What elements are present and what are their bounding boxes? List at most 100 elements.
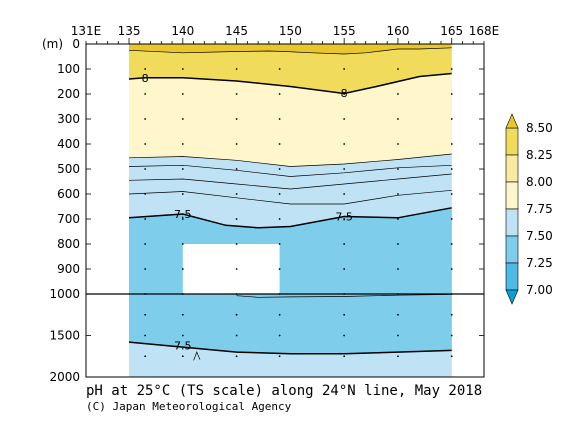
contour-label: 7.5 <box>174 208 192 221</box>
station-dot <box>397 168 399 170</box>
y-tick-label: 2000 <box>49 370 80 384</box>
station-dot <box>450 143 453 145</box>
station-dot <box>144 218 147 220</box>
x-tick-label: 168E <box>469 24 500 38</box>
colorbar-segment <box>505 154 519 183</box>
fill-band-2 <box>129 73 452 167</box>
colorbar-segment <box>505 208 519 237</box>
color-fill-layer <box>129 44 452 377</box>
colorbar-label: 7.75 <box>526 202 553 216</box>
contour-line-7.9-2 <box>128 153 452 167</box>
station-dot <box>450 243 453 245</box>
station-dot <box>181 268 184 270</box>
station-dot <box>144 243 147 245</box>
x-tick-label: 160 <box>386 24 409 38</box>
station-dot <box>278 193 281 195</box>
station-dot <box>181 68 184 70</box>
station-dot <box>144 334 147 337</box>
colorbar-label: 7.25 <box>526 256 553 270</box>
contour-line-8.25-0 <box>128 47 452 55</box>
station-dot <box>235 313 238 316</box>
chart-credit: (C) Japan Meteorological Agency <box>86 400 292 413</box>
station-dot <box>278 143 281 145</box>
y-tick-label: 1000 <box>49 287 80 301</box>
station-dot <box>343 355 346 358</box>
y-axis: 100 200 300 400 500 600 700 800 900 1000 (m) 0 1500 2… <box>42 37 484 384</box>
y-unit-label: (m) <box>42 37 63 51</box>
station-dot <box>278 68 281 70</box>
station-dot <box>450 193 453 195</box>
station-dot <box>397 193 399 195</box>
y-tick-label: 1500 <box>49 329 80 343</box>
y-tick-label: 100 <box>57 62 80 76</box>
station-dot <box>144 268 147 270</box>
contour-line-layer <box>128 47 452 361</box>
station-dot <box>343 334 346 337</box>
station-dot <box>235 334 238 337</box>
station-dot <box>450 218 453 220</box>
station-dot <box>181 355 184 358</box>
colorbar-label: 8.50 <box>526 121 553 135</box>
station-dot <box>181 334 184 337</box>
y-tick-label: 0 <box>72 37 80 51</box>
station-dot <box>397 268 399 270</box>
station-dot <box>450 68 453 70</box>
y-tick-label: 400 <box>57 137 80 151</box>
station-dot <box>235 168 238 170</box>
station-dot <box>397 355 399 358</box>
y-tick-label: 500 <box>57 162 80 176</box>
station-dot <box>450 355 453 358</box>
station-dot <box>397 68 399 70</box>
x-axis: 131E 135 140 145 150 155 160 165 168E <box>71 24 500 44</box>
x-tick-label: 150 <box>279 24 302 38</box>
colorbar-segment <box>505 235 519 264</box>
fill-band-1 <box>129 47 452 94</box>
station-dot <box>278 118 281 120</box>
station-dot <box>343 313 346 316</box>
station-dot <box>181 218 184 220</box>
contour-label-layer: 8 8 7.5 7.5 7.5 <box>142 72 353 353</box>
x-tick-label: 155 <box>333 24 356 38</box>
station-dot <box>235 243 238 245</box>
station-dot <box>144 93 147 95</box>
station-dot <box>343 268 346 270</box>
station-dot <box>450 118 453 120</box>
x-tick-label: 131E <box>71 24 102 38</box>
contour-label: 8 <box>142 72 149 85</box>
colorbar-bottom-arrow <box>505 289 519 305</box>
contour-line-7.5-8 <box>128 341 452 355</box>
station-dot <box>144 355 147 358</box>
no-data-layer <box>182 244 280 294</box>
station-dot <box>343 118 346 120</box>
sampling-dot-layer <box>144 68 453 358</box>
station-dot <box>235 355 238 358</box>
station-dot <box>397 143 399 145</box>
station-dot <box>144 143 147 145</box>
station-dot <box>278 93 281 95</box>
contour-line-8-1 <box>128 72 452 95</box>
station-dot <box>450 313 453 316</box>
y-tick-label: 800 <box>57 237 80 251</box>
station-dot <box>343 93 346 95</box>
y-tick-label: 600 <box>57 187 80 201</box>
colorbar-segment <box>505 262 519 291</box>
station-dot <box>144 118 147 120</box>
station-dot <box>397 218 399 220</box>
colorbar-top-arrow <box>505 113 519 129</box>
colorbar-label: 8.00 <box>526 175 553 189</box>
x-tick-label: 165 <box>440 24 463 38</box>
chart-title: pH at 25°C (TS scale) along 24°N line, M… <box>86 383 482 399</box>
station-dot <box>278 355 281 358</box>
station-dot <box>278 243 281 245</box>
station-dot <box>343 68 346 70</box>
fill-band-7-5 <box>129 207 452 354</box>
contour-label: 8 <box>341 87 348 100</box>
x-tick-label: 140 <box>171 24 194 38</box>
y-tick-label: 900 <box>57 262 80 276</box>
plot-frame <box>85 43 485 378</box>
station-dot <box>450 93 453 95</box>
station-dot <box>235 218 238 220</box>
contour-label: 7.5 <box>335 211 353 224</box>
station-dot <box>181 168 184 170</box>
station-dot <box>397 243 399 245</box>
